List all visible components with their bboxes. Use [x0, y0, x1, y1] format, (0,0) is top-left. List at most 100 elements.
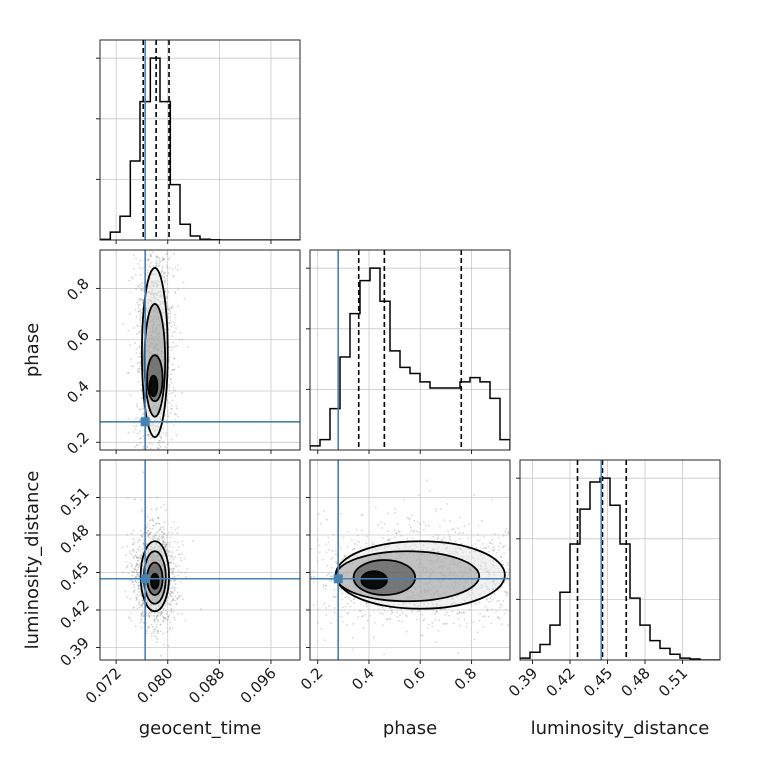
sample-point: [181, 338, 183, 341]
contour-line: [352, 559, 417, 596]
sample-point: [137, 299, 140, 302]
sample-point: [162, 643, 165, 646]
sample-point: [454, 531, 457, 534]
sample-point: [411, 537, 414, 540]
sample-point: [147, 625, 149, 628]
sample-point: [175, 232, 177, 234]
sample-point: [285, 595, 287, 597]
sample-point: [132, 267, 135, 270]
sample-point: [376, 605, 379, 607]
sample-point: [326, 518, 328, 521]
sample-point: [147, 522, 149, 525]
sample-point: [129, 597, 132, 600]
sample-point: [173, 330, 176, 333]
sample-point: [165, 509, 167, 512]
sample-point: [184, 576, 187, 578]
sample-point: [463, 618, 466, 621]
sample-point: [161, 494, 163, 496]
sample-point: [130, 357, 132, 360]
sample-point: [257, 608, 259, 610]
x-tick-label: 0.51: [655, 664, 691, 700]
sample-point: [159, 610, 162, 613]
sample-point: [138, 430, 141, 433]
sample-point: [136, 324, 139, 327]
sample-point: [138, 418, 141, 421]
sample-point: [511, 579, 513, 581]
sample-point: [295, 574, 297, 576]
sample-point: [135, 551, 138, 554]
sample-point: [184, 571, 187, 574]
sample-point: [168, 321, 171, 324]
sample-point: [346, 624, 348, 626]
sample-point: [147, 612, 150, 615]
sample-point: [180, 612, 183, 615]
sample-point: [308, 574, 310, 576]
sample-point: [330, 575, 332, 578]
sample-point: [386, 530, 389, 533]
sample-point: [160, 536, 163, 539]
sample-point: [165, 275, 168, 277]
sample-point: [157, 522, 160, 525]
sample-point: [305, 601, 307, 603]
sample-point: [151, 614, 153, 617]
sample-point: [167, 258, 170, 261]
sample-point: [393, 529, 396, 532]
sample-point: [124, 455, 126, 457]
sample-point: [147, 534, 150, 537]
sample-point: [137, 556, 139, 559]
sample-point: [146, 446, 149, 448]
sample-point: [358, 541, 361, 544]
sample-point: [139, 274, 142, 276]
sample-point: [298, 541, 300, 543]
sample-point: [159, 461, 161, 463]
sample-point: [487, 545, 490, 548]
sample-point: [168, 531, 171, 534]
sample-point: [173, 253, 176, 255]
sample-point: [505, 571, 508, 573]
sample-point: [128, 617, 131, 619]
sample-point: [132, 591, 135, 593]
sample-point: [160, 437, 162, 440]
sample-point: [458, 611, 461, 614]
sample-point: [557, 536, 559, 538]
sample-point: [139, 562, 141, 565]
sample-point: [168, 592, 170, 595]
sample-point: [134, 589, 137, 592]
sample-point: [164, 609, 167, 612]
sample-point: [162, 475, 164, 477]
sample-point: [366, 619, 369, 622]
sample-point: [140, 489, 142, 491]
sample-point: [147, 227, 149, 229]
sample-point: [507, 530, 510, 533]
sample-point: [393, 536, 396, 539]
sample-point: [325, 607, 328, 609]
sample-point: [137, 559, 139, 562]
sample-point: [186, 568, 189, 570]
sample-point: [139, 557, 141, 560]
sample-point: [156, 490, 158, 492]
sample-point: [132, 365, 135, 368]
sample-point: [527, 547, 529, 549]
sample-point: [168, 401, 171, 404]
sample-point: [141, 285, 143, 287]
sample-point: [451, 528, 454, 531]
hist-panel-luminosity_distance: [520, 460, 720, 660]
sample-point: [164, 546, 167, 549]
sample-point: [134, 308, 137, 311]
sample-point: [135, 596, 137, 599]
sample-point: [605, 568, 607, 570]
sample-point: [142, 615, 145, 618]
sample-point: [156, 507, 158, 510]
sample-point: [182, 544, 184, 546]
sample-point: [139, 345, 141, 348]
sample-point: [344, 596, 347, 598]
sample-point: [457, 617, 460, 620]
sample-point: [300, 587, 302, 589]
sample-point: [528, 547, 530, 549]
sample-point: [148, 442, 151, 445]
sample-point: [388, 618, 390, 621]
sample-point: [524, 592, 526, 594]
sample-point: [162, 427, 165, 430]
sample-point: [161, 246, 163, 248]
x-tick-label: 0.45: [580, 664, 616, 700]
